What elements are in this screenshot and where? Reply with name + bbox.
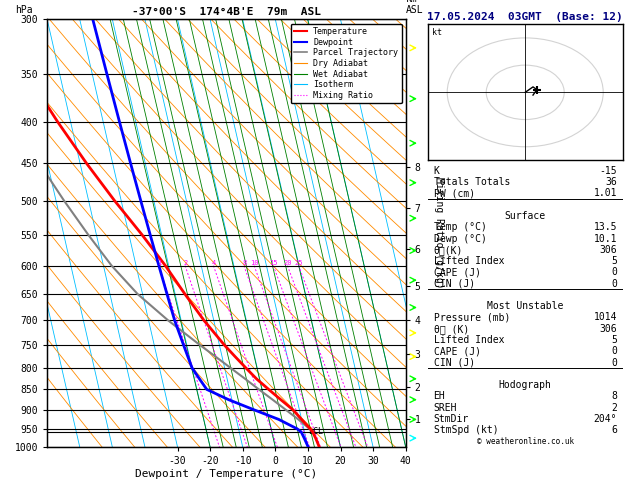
- Text: 1: 1: [157, 260, 161, 266]
- Text: Lifted Index: Lifted Index: [433, 335, 504, 345]
- Text: 10.1: 10.1: [593, 234, 617, 243]
- Text: 306: 306: [599, 324, 617, 334]
- Text: 0: 0: [611, 278, 617, 289]
- Text: Lifted Index: Lifted Index: [433, 256, 504, 266]
- Text: K: K: [433, 166, 440, 176]
- Text: CAPE (J): CAPE (J): [433, 347, 481, 356]
- Text: θᴇ (K): θᴇ (K): [433, 324, 469, 334]
- Text: 1.01: 1.01: [593, 189, 617, 198]
- Text: 204°: 204°: [593, 414, 617, 424]
- Text: PW (cm): PW (cm): [433, 189, 475, 198]
- Text: CIN (J): CIN (J): [433, 278, 475, 289]
- Text: Pressure (mb): Pressure (mb): [433, 312, 510, 322]
- Text: 5: 5: [611, 256, 617, 266]
- Text: LCL: LCL: [308, 427, 323, 436]
- Text: CAPE (J): CAPE (J): [433, 267, 481, 278]
- Text: 0: 0: [611, 267, 617, 278]
- Text: θᴇ(K): θᴇ(K): [433, 245, 463, 255]
- Text: hPa: hPa: [15, 5, 33, 15]
- Text: 10: 10: [250, 260, 259, 266]
- Text: CIN (J): CIN (J): [433, 358, 475, 367]
- Text: StmSpd (kt): StmSpd (kt): [433, 425, 498, 435]
- Text: 15: 15: [270, 260, 278, 266]
- Text: StmDir: StmDir: [433, 414, 469, 424]
- Text: SREH: SREH: [433, 403, 457, 413]
- Text: 0: 0: [611, 358, 617, 367]
- Text: kt: kt: [431, 28, 442, 37]
- Text: Most Unstable: Most Unstable: [487, 301, 564, 311]
- Text: km
ASL: km ASL: [406, 0, 423, 15]
- Text: 17.05.2024  03GMT  (Base: 12): 17.05.2024 03GMT (Base: 12): [427, 12, 623, 22]
- Text: 306: 306: [599, 245, 617, 255]
- Text: 8: 8: [242, 260, 247, 266]
- Text: 8: 8: [611, 391, 617, 401]
- Text: 25: 25: [295, 260, 303, 266]
- Text: 1014: 1014: [593, 312, 617, 322]
- Text: EH: EH: [433, 391, 445, 401]
- Text: 36: 36: [605, 177, 617, 187]
- Y-axis label: Mixing Ratio (g/kg): Mixing Ratio (g/kg): [435, 177, 445, 289]
- Text: Temp (°C): Temp (°C): [433, 222, 486, 232]
- Text: -37°00'S  174°4B'E  79m  ASL: -37°00'S 174°4B'E 79m ASL: [132, 7, 321, 17]
- Legend: Temperature, Dewpoint, Parcel Trajectory, Dry Adiabat, Wet Adiabat, Isotherm, Mi: Temperature, Dewpoint, Parcel Trajectory…: [291, 24, 401, 103]
- Text: 2: 2: [611, 403, 617, 413]
- Text: Hodograph: Hodograph: [499, 380, 552, 390]
- Text: -15: -15: [599, 166, 617, 176]
- Text: 4: 4: [212, 260, 216, 266]
- Text: 0: 0: [611, 347, 617, 356]
- Text: © weatheronline.co.uk: © weatheronline.co.uk: [477, 437, 574, 446]
- Text: Totals Totals: Totals Totals: [433, 177, 510, 187]
- Text: Dewp (°C): Dewp (°C): [433, 234, 486, 243]
- Text: 6: 6: [611, 425, 617, 435]
- Text: Surface: Surface: [504, 211, 546, 221]
- Text: 5: 5: [611, 335, 617, 345]
- Text: 20: 20: [284, 260, 292, 266]
- X-axis label: Dewpoint / Temperature (°C): Dewpoint / Temperature (°C): [135, 469, 318, 479]
- Text: 13.5: 13.5: [593, 222, 617, 232]
- Text: 2: 2: [184, 260, 187, 266]
